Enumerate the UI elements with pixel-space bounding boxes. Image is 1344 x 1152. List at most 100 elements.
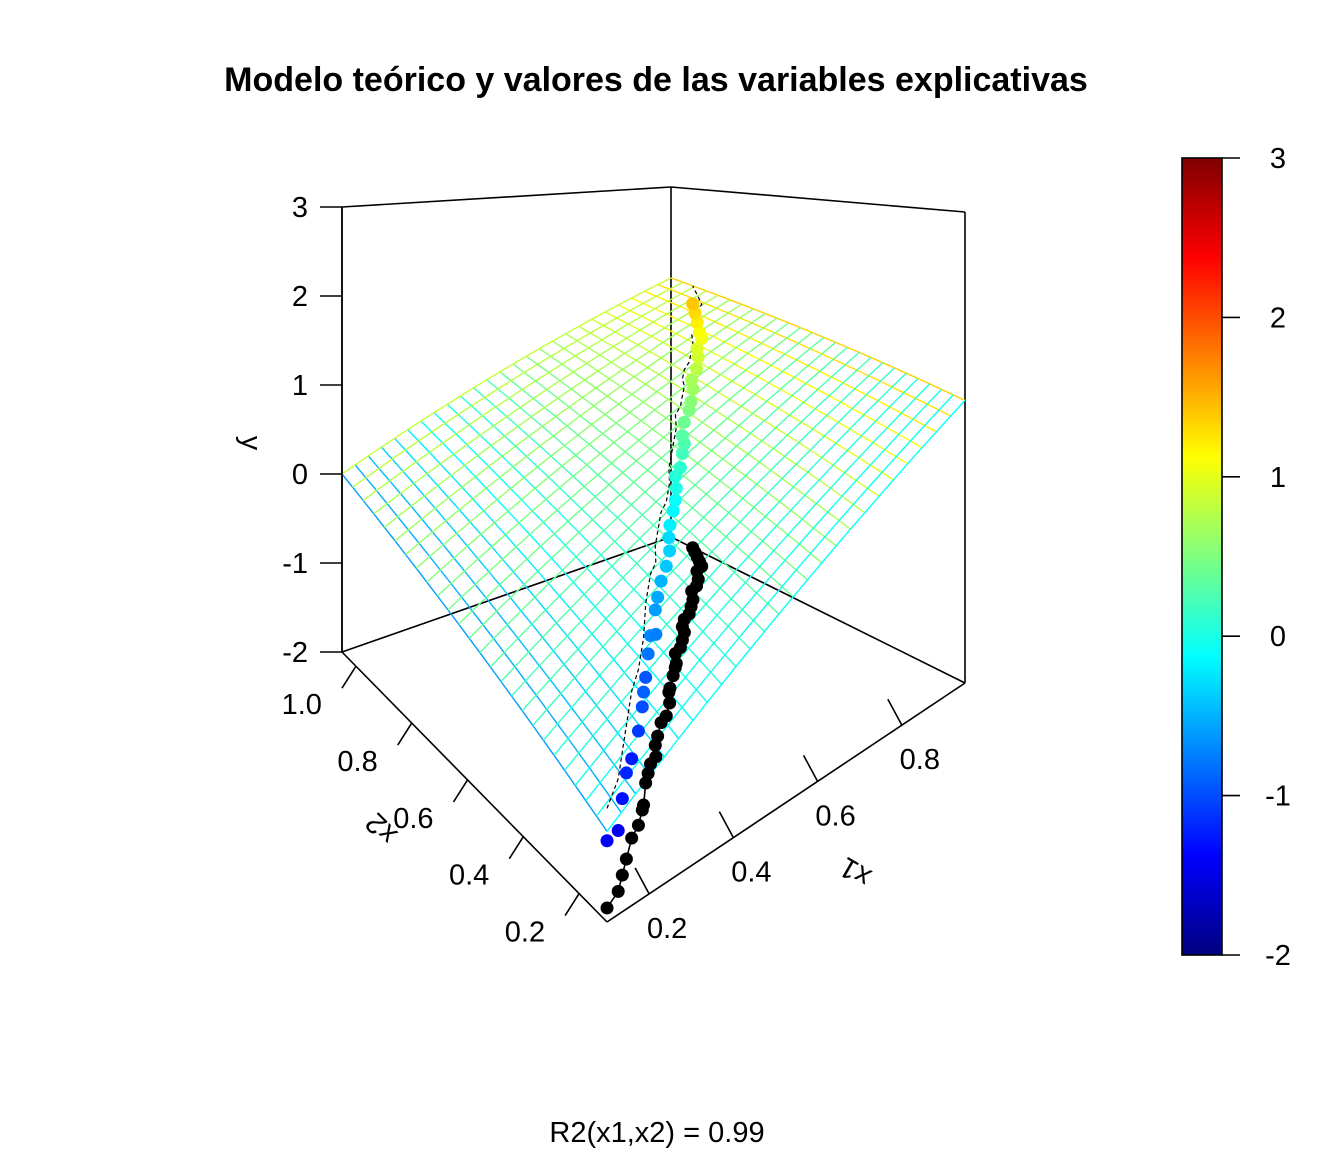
data-point <box>600 834 614 848</box>
data-point <box>663 544 677 558</box>
plane-line-x2 <box>362 285 695 502</box>
data-point <box>684 395 698 409</box>
x1-tick <box>718 811 735 839</box>
plane-line-x2 <box>436 317 778 597</box>
data-point-projection <box>663 681 677 695</box>
plane-line-x1 <box>631 297 923 449</box>
data-points <box>600 297 709 915</box>
plane-line-x2 <box>553 372 907 756</box>
plane-line-x1 <box>380 446 651 776</box>
plane-line-x1 <box>670 277 966 402</box>
x2-tick-label: 0.2 <box>505 917 545 949</box>
data-point-projection <box>631 818 645 832</box>
plane-line-x2 <box>532 362 884 726</box>
colorbar-tick-label: 2 <box>1270 302 1286 334</box>
data-point <box>663 518 677 532</box>
plane-line-x2 <box>405 303 742 556</box>
data-point-projection <box>619 852 633 866</box>
data-point <box>619 766 633 780</box>
data-point <box>690 362 704 376</box>
plane-line-x2 <box>426 312 766 583</box>
plane-line-x1 <box>354 464 622 814</box>
plane-line-x2 <box>373 290 707 515</box>
x1-tick-label: 0.4 <box>731 857 771 889</box>
data-point-projection <box>611 884 625 898</box>
plane-line-x1 <box>657 283 952 417</box>
x1-tick-label: 0.8 <box>900 744 940 776</box>
chart-title: Modelo teórico y valores de las variable… <box>224 61 1088 99</box>
data-point <box>639 670 653 684</box>
z-tick-label: 3 <box>292 192 308 224</box>
colorbar-tick-label: -1 <box>1265 781 1291 813</box>
chart-subtitle: R2(x1,x2) = 0.99 <box>549 1117 764 1149</box>
x1-tick-label: 0.6 <box>815 800 855 832</box>
z-tick-label: -1 <box>282 548 308 580</box>
colorbar-tick-label: 3 <box>1270 143 1286 175</box>
x2-tick-label: 1.0 <box>282 689 322 721</box>
plane-line-x1 <box>591 318 880 497</box>
data-point <box>675 447 689 461</box>
x1-tick <box>802 755 819 782</box>
data-point <box>615 792 629 806</box>
data-point <box>648 603 662 617</box>
data-point <box>677 415 691 429</box>
x2-axis: 0.2 0.4 0.6 0.8 1.0 <box>282 665 580 949</box>
plane-line-x2 <box>585 388 943 802</box>
plane-line-x2 <box>542 367 895 741</box>
data-point <box>666 504 680 518</box>
x1-axis: 0.2 0.4 0.6 0.8 <box>634 698 940 945</box>
data-point <box>686 297 700 311</box>
plane-line-x1 <box>420 420 694 721</box>
data-point <box>675 429 689 443</box>
plane-line-x1 <box>433 412 708 703</box>
plane-line-x1 <box>407 429 680 739</box>
plane-line-x1 <box>473 387 751 650</box>
data-point <box>669 481 683 495</box>
plane-line-x2 <box>394 299 731 542</box>
plane-line-x1 <box>394 437 665 758</box>
z-tick-label: 1 <box>292 370 308 402</box>
data-point <box>637 685 651 699</box>
box-edge <box>670 186 966 213</box>
x2-tick-label: 0.8 <box>337 746 377 778</box>
data-point-projection <box>651 729 665 743</box>
data-point-projection <box>600 901 614 915</box>
x2-tick <box>564 893 580 917</box>
data-point <box>625 752 639 766</box>
plane-line-x1 <box>341 473 608 832</box>
plane-line-x1 <box>552 340 837 547</box>
z-axis: -2 -1 0 1 2 3 <box>282 192 342 669</box>
data-point <box>685 373 699 387</box>
plane-line-x1 <box>499 371 780 615</box>
data-point-projection <box>615 868 629 882</box>
x2-tick <box>341 665 357 689</box>
data-point <box>662 531 676 545</box>
x2-tick <box>397 722 413 746</box>
x2-tick-label: 0.4 <box>449 860 489 892</box>
colorbar-tick-label: -2 <box>1265 940 1291 972</box>
data-point-projection <box>663 696 677 710</box>
z-tick-label: 2 <box>292 281 308 313</box>
data-point <box>692 325 706 339</box>
plane-line-x1 <box>486 379 765 632</box>
plane-line-x2 <box>383 294 719 528</box>
colorbar-gradient <box>1181 157 1223 956</box>
box-edge <box>670 536 966 684</box>
box-edge <box>341 186 672 208</box>
plane-line-x2 <box>564 378 919 771</box>
plane-line-x1 <box>367 455 637 795</box>
plane-line-x2 <box>574 383 931 786</box>
plane-line-x1 <box>446 403 723 685</box>
plane-line-x1 <box>618 304 909 465</box>
x1-tick-label: 0.2 <box>647 913 687 945</box>
data-point-projection <box>625 831 639 845</box>
box-edge <box>341 536 672 653</box>
x2-tick <box>452 779 469 803</box>
regression-plane <box>341 277 966 832</box>
data-point-projection <box>649 750 663 764</box>
data-point-projection <box>669 656 683 670</box>
z-tick-label: 0 <box>292 459 308 491</box>
data-point <box>673 461 687 475</box>
plane-line-x2 <box>447 322 790 611</box>
